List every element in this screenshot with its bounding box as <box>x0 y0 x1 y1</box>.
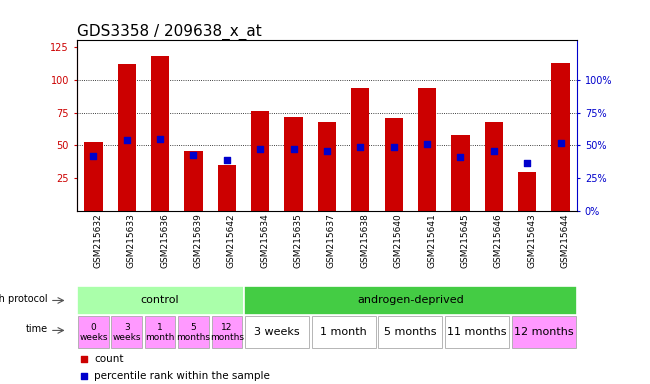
Bar <box>311 316 376 348</box>
Point <box>188 152 199 158</box>
Text: GSM215646: GSM215646 <box>494 214 503 268</box>
Bar <box>111 316 142 348</box>
Bar <box>351 88 369 211</box>
Text: control: control <box>141 295 179 306</box>
Point <box>555 140 566 146</box>
Text: GSM215642: GSM215642 <box>227 214 236 268</box>
Bar <box>518 172 536 211</box>
Bar <box>251 111 269 211</box>
Text: GSM215634: GSM215634 <box>260 214 269 268</box>
Text: percentile rank within the sample: percentile rank within the sample <box>94 371 270 381</box>
Bar <box>512 316 576 348</box>
Text: 11 months: 11 months <box>447 327 507 337</box>
Text: 1
month: 1 month <box>146 323 175 341</box>
Bar <box>378 316 443 348</box>
Bar <box>244 286 577 315</box>
Bar <box>84 142 103 211</box>
Bar <box>145 316 176 348</box>
Point <box>422 141 432 147</box>
Text: GSM215637: GSM215637 <box>327 214 336 268</box>
Point <box>289 146 299 152</box>
Bar <box>118 64 136 211</box>
Point <box>255 146 265 152</box>
Bar <box>318 122 336 211</box>
Text: 3
weeks: 3 weeks <box>112 323 141 341</box>
Point <box>355 144 365 150</box>
Text: GSM215640: GSM215640 <box>394 214 403 268</box>
Text: 1 month: 1 month <box>320 327 367 337</box>
Bar <box>385 118 403 211</box>
Text: GSM215643: GSM215643 <box>527 214 536 268</box>
Text: GSM215644: GSM215644 <box>560 214 569 268</box>
Point <box>155 136 165 142</box>
Text: count: count <box>94 354 124 364</box>
Bar <box>77 286 244 315</box>
Text: 3 weeks: 3 weeks <box>254 327 300 337</box>
Text: growth protocol: growth protocol <box>0 294 47 304</box>
Text: androgen-deprived: androgen-deprived <box>357 295 463 306</box>
Text: time: time <box>25 324 47 334</box>
Point <box>88 153 99 159</box>
Text: GSM215639: GSM215639 <box>194 214 203 268</box>
Text: 5 months: 5 months <box>384 327 437 337</box>
Bar <box>418 88 436 211</box>
Text: 12
months: 12 months <box>210 323 244 341</box>
Point <box>489 148 499 154</box>
Text: GSM215633: GSM215633 <box>127 214 136 268</box>
Bar <box>151 56 169 211</box>
Bar <box>485 122 503 211</box>
Text: GSM215641: GSM215641 <box>427 214 436 268</box>
Point <box>79 373 90 379</box>
Bar <box>551 63 569 211</box>
Bar <box>211 316 242 348</box>
Point <box>389 144 399 150</box>
Bar <box>451 135 469 211</box>
Point <box>322 148 332 154</box>
Text: 0
weeks: 0 weeks <box>79 323 108 341</box>
Bar <box>245 316 309 348</box>
Bar <box>178 316 209 348</box>
Point <box>79 356 90 362</box>
Point <box>522 159 532 166</box>
Text: 12 months: 12 months <box>514 327 574 337</box>
Bar <box>78 316 109 348</box>
Text: GSM215635: GSM215635 <box>294 214 303 268</box>
Bar <box>445 316 509 348</box>
Bar <box>185 151 203 211</box>
Text: GSM215632: GSM215632 <box>94 214 103 268</box>
Point <box>455 154 465 161</box>
Text: GSM215638: GSM215638 <box>360 214 369 268</box>
Text: GDS3358 / 209638_x_at: GDS3358 / 209638_x_at <box>77 24 261 40</box>
Point <box>222 157 232 163</box>
Text: GSM215645: GSM215645 <box>460 214 469 268</box>
Text: GSM215636: GSM215636 <box>160 214 169 268</box>
Point <box>122 137 132 143</box>
Text: 5
months: 5 months <box>177 323 211 341</box>
Bar <box>218 165 236 211</box>
Bar <box>285 117 303 211</box>
